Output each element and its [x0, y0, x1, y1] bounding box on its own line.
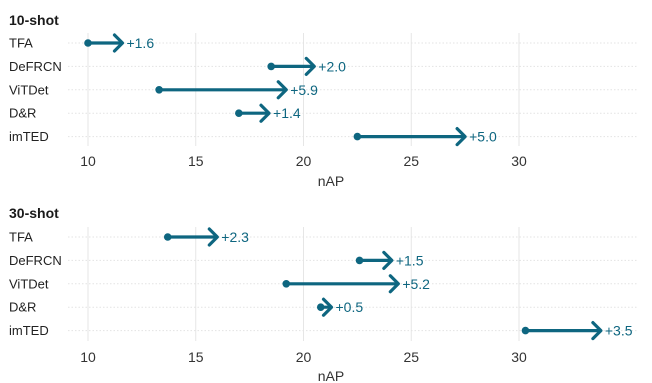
delta-label: +5.2: [402, 276, 430, 292]
delta-label: +5.0: [469, 129, 497, 145]
category-label: ViTDet: [9, 276, 49, 291]
delta-label: +3.5: [605, 323, 633, 339]
arrow-head: [112, 33, 125, 53]
delta-label: +2.3: [221, 229, 249, 245]
category-label: imTED: [9, 129, 49, 144]
category-label: imTED: [9, 323, 49, 338]
start-point: [155, 86, 163, 94]
panel-30-shot: 30-shot nAP 10 15 20 25 30 TFA +2.3 DeFRCN +1.5 V…: [9, 205, 638, 383]
category-label: DeFRCN: [9, 59, 62, 74]
start-point: [163, 233, 172, 241]
x-tick-label: 25: [403, 349, 419, 365]
start-point: [521, 326, 530, 335]
delta-label: +1.4: [273, 105, 301, 121]
x-tick-label: 10: [80, 349, 96, 365]
x-tick-label: 15: [188, 153, 204, 169]
start-point: [353, 132, 362, 141]
start-point: [316, 303, 325, 312]
x-tick-label: 25: [403, 153, 419, 169]
start-point: [355, 256, 364, 265]
start-point: [235, 109, 243, 117]
arrow-head: [276, 80, 288, 100]
delta-label: +1.6: [126, 35, 154, 51]
start-point: [84, 39, 92, 47]
arrow-head: [591, 321, 603, 341]
delta-label: +0.5: [336, 299, 364, 315]
category-label: D&R: [9, 106, 36, 121]
arrow-head: [207, 227, 219, 247]
category-label: D&R: [9, 300, 36, 315]
arrow-head: [382, 250, 394, 270]
arrow-head: [388, 274, 400, 294]
x-tick-label: 20: [296, 153, 312, 169]
x-tick-label: 30: [511, 349, 527, 365]
category-label: ViTDet: [9, 82, 49, 97]
start-point: [267, 62, 275, 71]
start-point: [282, 280, 291, 288]
delta-label: +2.0: [318, 58, 346, 74]
delta-label: +1.5: [396, 252, 424, 268]
x-axis-title: nAP: [318, 368, 344, 383]
category-label: DeFRCN: [9, 253, 62, 268]
arrow-head: [455, 127, 467, 147]
arrow-head: [321, 297, 334, 317]
delta-label: +5.9: [290, 82, 318, 98]
panel-10-shot: 10-shot nAP 10 15 20 25 30 TFA +1.6 DeFRCN +2.0 V…: [9, 12, 638, 189]
category-label: TFA: [9, 230, 33, 245]
x-tick-label: 20: [296, 349, 312, 365]
category-label: TFA: [9, 36, 33, 51]
x-axis-title: nAP: [318, 173, 344, 189]
arrow-head: [259, 103, 271, 123]
panel-title: 10-shot: [9, 12, 59, 28]
x-tick-label: 30: [511, 153, 527, 169]
x-tick-label: 15: [188, 349, 204, 365]
arrow-head: [304, 56, 316, 76]
panel-title: 30-shot: [9, 205, 59, 221]
x-tick-label: 10: [80, 153, 96, 169]
